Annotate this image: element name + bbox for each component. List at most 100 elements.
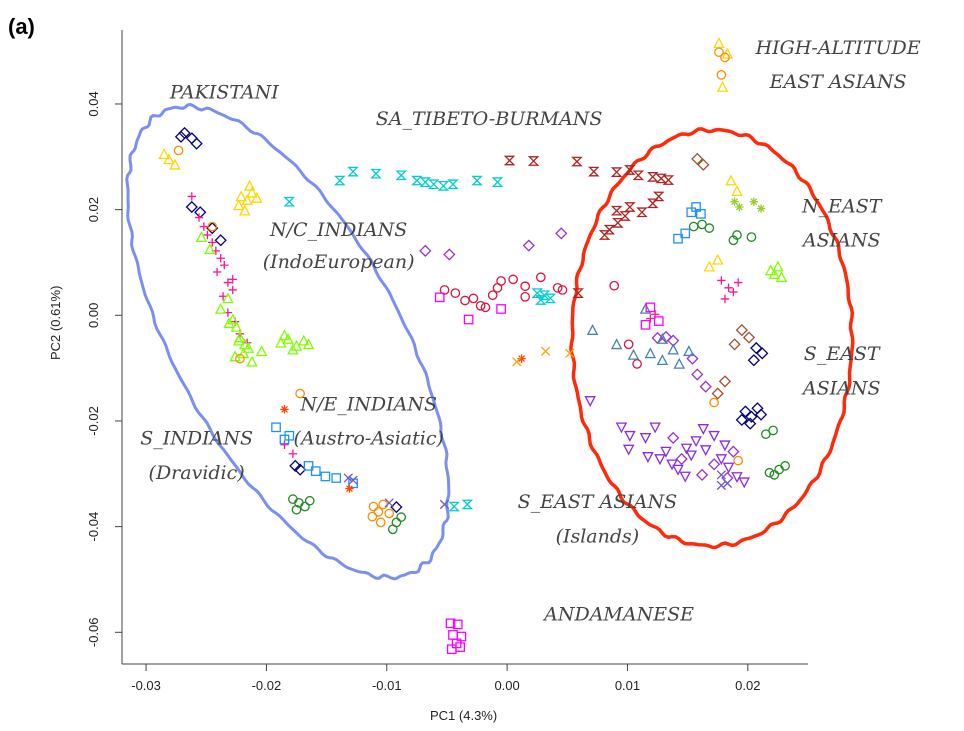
data-point (722, 478, 733, 488)
data-point (675, 452, 688, 466)
data-point (652, 191, 665, 202)
data-point (384, 498, 394, 508)
data-point (475, 300, 486, 311)
data-point (463, 314, 474, 325)
data-point (370, 168, 382, 179)
data-point (772, 260, 784, 272)
data-point (229, 350, 241, 362)
region-label: N_EAST (801, 195, 883, 217)
data-point (728, 235, 739, 246)
data-point (632, 359, 642, 369)
data-point (347, 166, 359, 177)
data-point (297, 334, 310, 346)
data-point (427, 179, 440, 190)
data-point (242, 341, 255, 353)
x-tick-label: -0.03 (131, 678, 161, 693)
panel-label: (a) (8, 14, 35, 39)
data-point (540, 346, 551, 356)
data-point (624, 430, 636, 442)
data-point (731, 472, 743, 484)
data-point (194, 206, 207, 219)
data-point (756, 204, 766, 213)
data-point (284, 430, 295, 441)
data-point (282, 332, 294, 344)
data-point (287, 343, 299, 355)
data-point (295, 388, 305, 399)
data-point (387, 524, 398, 535)
region-label: (Islands) (556, 525, 640, 547)
data-point (232, 334, 245, 346)
x-tick-label: 0.01 (615, 678, 640, 693)
data-point (241, 194, 253, 205)
data-point (725, 174, 737, 186)
data-point (640, 319, 651, 330)
data-point (624, 202, 636, 212)
data-point (226, 313, 239, 325)
data-point (471, 175, 483, 186)
data-point (208, 238, 217, 247)
y-tick-label: -0.06 (86, 617, 101, 647)
data-point (378, 499, 389, 510)
data-point (480, 302, 491, 313)
data-point (754, 408, 768, 421)
data-point (768, 425, 778, 436)
data-point (503, 155, 516, 166)
data-point (158, 148, 170, 160)
data-point (680, 443, 693, 455)
data-point (396, 512, 407, 522)
data-point (452, 619, 463, 630)
region-label: ANDAMANESE (542, 604, 694, 626)
data-point (711, 253, 724, 265)
region-label: S_INDIANS (140, 428, 253, 450)
east-asian-cluster-ellipse (569, 127, 855, 550)
data-point (731, 185, 743, 196)
data-point (704, 223, 715, 233)
data-point (283, 196, 296, 207)
data-point (535, 272, 546, 283)
data-point (703, 260, 716, 272)
data-point (290, 339, 303, 351)
region-label: EAST ASIANS (769, 71, 907, 93)
data-point (649, 422, 661, 434)
data-point (609, 280, 620, 291)
data-point (697, 424, 710, 435)
data-point (174, 130, 188, 143)
data-point (291, 504, 302, 515)
axis-ticks: -0.03 -0.02 -0.01 0.00 0.01 0.02 0.04 0.02 0.00 -… (86, 91, 760, 693)
data-point (384, 508, 395, 519)
data-point (653, 316, 664, 326)
data-point (764, 264, 777, 276)
data-point (448, 630, 458, 640)
data-point (730, 197, 739, 206)
data-point (395, 170, 407, 181)
x-tick-label: -0.01 (372, 678, 402, 693)
data-point (598, 230, 611, 240)
data-point (443, 248, 456, 261)
data-point (714, 47, 724, 58)
region-label: (IndoEuropean) (263, 251, 415, 273)
data-point (194, 213, 204, 222)
data-point (747, 354, 760, 367)
cluster-ellipses (125, 102, 855, 581)
region-label: SA_TIBETO-BURMANS (376, 108, 603, 130)
data-point (639, 433, 652, 444)
data-point (222, 292, 234, 304)
y-tick-label: 0.00 (86, 303, 101, 328)
data-point (751, 402, 764, 415)
data-point (716, 70, 727, 80)
data-point (204, 243, 216, 255)
data-point (492, 282, 503, 293)
data-point (246, 186, 258, 198)
data-point (696, 209, 706, 219)
region-label: ASIANS (801, 378, 881, 400)
data-point (496, 304, 506, 314)
data-point (623, 339, 634, 350)
data-point (334, 175, 346, 186)
data-point (508, 274, 518, 285)
data-point (656, 332, 669, 344)
region-label: ASIANS (801, 230, 881, 252)
data-point (715, 454, 728, 466)
data-point (527, 156, 540, 166)
region-label: S_EAST ASIANS (518, 491, 677, 513)
data-point (460, 295, 470, 306)
